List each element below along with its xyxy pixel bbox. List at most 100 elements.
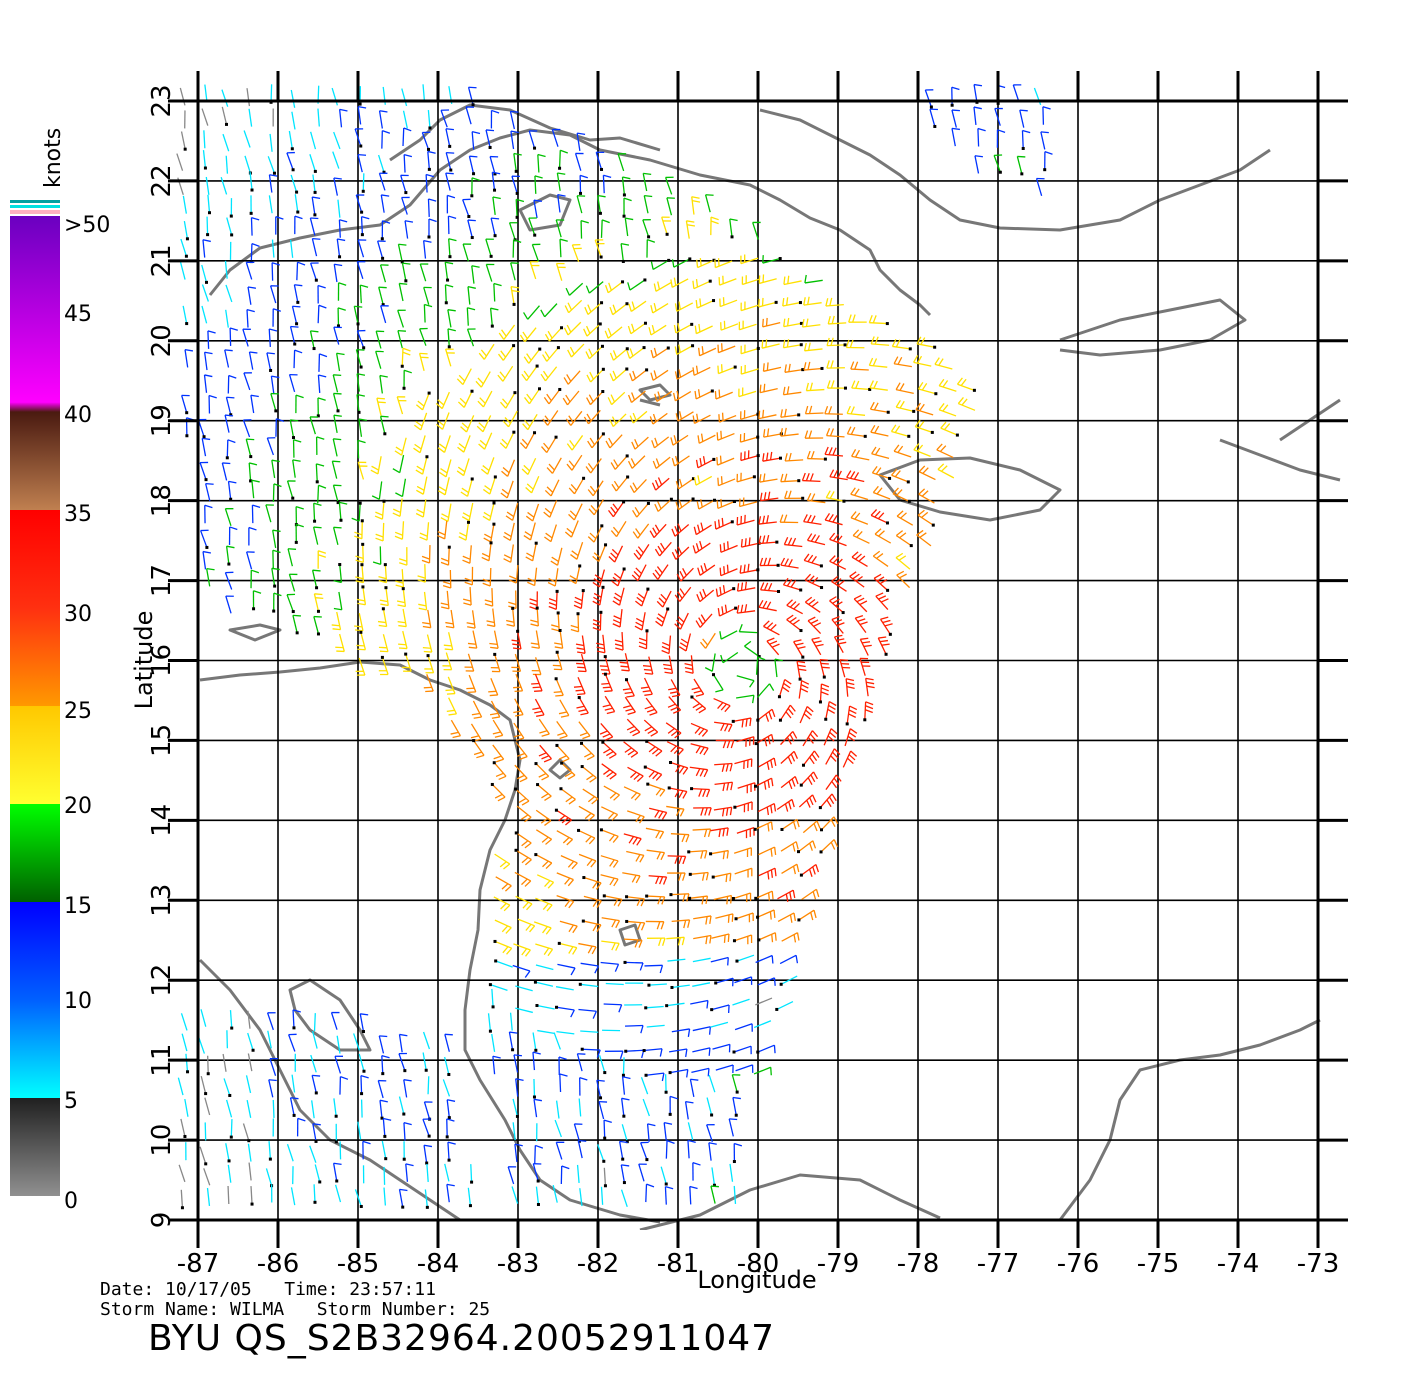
rain-flag xyxy=(424,1068,428,1072)
wind-barb xyxy=(533,980,554,987)
rain-flag xyxy=(313,1200,317,1204)
wind-barb xyxy=(314,1164,322,1184)
wind-barb xyxy=(687,1122,694,1141)
wind-barb xyxy=(425,173,435,193)
wind-barb xyxy=(592,610,603,631)
wind-barb xyxy=(592,543,608,563)
rain-flag xyxy=(733,805,737,809)
wind-barb xyxy=(734,976,753,985)
y-tick-label: 17 xyxy=(147,564,177,597)
rain-flag xyxy=(229,413,233,417)
wind-barb xyxy=(805,382,825,392)
wind-barb xyxy=(332,438,342,457)
wind-barb xyxy=(358,418,367,437)
y-tick-label: 13 xyxy=(147,884,177,917)
wind-barb xyxy=(225,284,233,303)
wind-barb xyxy=(370,456,382,475)
wind-barb xyxy=(801,472,821,483)
rain-flag xyxy=(470,1180,474,1184)
rain-flag xyxy=(470,477,474,481)
wind-barb xyxy=(568,564,582,585)
wind-barb xyxy=(333,177,342,196)
wind-barb xyxy=(467,630,478,649)
wind-barb xyxy=(623,741,639,758)
rain-flag xyxy=(599,1096,603,1100)
wind-barb xyxy=(780,473,801,483)
rain-flag xyxy=(382,499,386,503)
panama-coast xyxy=(639,1173,941,1230)
wind-barb xyxy=(696,498,716,510)
rain-flag xyxy=(556,611,560,615)
wind-barb xyxy=(402,369,412,390)
wind-barb xyxy=(796,660,807,681)
rain-flag xyxy=(313,169,317,173)
rain-flag xyxy=(335,1179,339,1183)
wind-barb xyxy=(668,679,681,698)
wind-barb xyxy=(555,262,566,281)
rain-flag xyxy=(625,367,629,371)
wind-barb xyxy=(357,154,367,173)
rain-flag xyxy=(516,629,520,633)
rain-flag xyxy=(757,655,761,659)
wind-barb xyxy=(268,195,273,214)
wind-barb xyxy=(844,728,858,747)
wind-barb xyxy=(783,317,803,328)
wind-barb xyxy=(248,108,253,127)
wind-barb xyxy=(337,199,341,218)
rain-flag xyxy=(448,255,452,259)
wind-barb xyxy=(205,482,214,502)
wind-barb xyxy=(660,1166,668,1186)
wind-barb xyxy=(929,108,938,128)
wind-barb xyxy=(415,455,429,475)
wind-barb xyxy=(610,454,629,470)
wind-barb xyxy=(996,129,1006,148)
wind-barb xyxy=(317,484,327,504)
rain-flag xyxy=(535,606,539,610)
rain-flag xyxy=(404,652,408,656)
wind-barb xyxy=(618,1140,628,1161)
rain-flag xyxy=(603,1071,607,1075)
wind-barb xyxy=(530,630,541,649)
wind-barb xyxy=(674,344,695,355)
rain-flag xyxy=(183,1134,187,1138)
wind-barb xyxy=(544,524,558,543)
wind-barb xyxy=(437,435,451,453)
wind-barb xyxy=(246,1100,252,1118)
rain-flag xyxy=(511,606,515,610)
rain-flag xyxy=(336,324,340,328)
wind-barb xyxy=(831,615,845,634)
wind-barb xyxy=(490,217,500,238)
wind-barb xyxy=(578,721,591,740)
wind-barb xyxy=(575,635,586,654)
wind-barb xyxy=(695,298,716,309)
wind-barb xyxy=(755,997,773,1006)
wind-barb xyxy=(760,582,781,593)
wind-barb xyxy=(708,1142,717,1161)
rain-flag xyxy=(668,1071,672,1075)
wind-barb xyxy=(360,216,370,237)
wind-barb xyxy=(310,131,317,150)
wind-barb xyxy=(315,463,325,484)
wind-barb xyxy=(291,305,301,326)
wind-barb xyxy=(443,632,454,651)
wind-barb xyxy=(652,456,671,469)
wind-barb xyxy=(734,1023,753,1032)
rain-flag xyxy=(799,588,803,592)
wind-barb xyxy=(600,1186,604,1205)
wind-barb xyxy=(718,412,737,423)
wind-barb xyxy=(355,563,365,584)
wind-barb xyxy=(270,392,279,413)
rain-flag xyxy=(754,896,758,900)
rain-flag xyxy=(714,981,718,985)
wind-barb xyxy=(483,522,496,543)
wind-vectors xyxy=(176,83,1053,1210)
rain-flag xyxy=(272,171,276,175)
wind-barb xyxy=(604,280,625,294)
rain-flag xyxy=(229,214,233,218)
wind-barb xyxy=(377,154,386,174)
wind-barb xyxy=(824,512,843,526)
wind-barb xyxy=(553,677,564,697)
wind-barb xyxy=(601,806,619,821)
rain-flag xyxy=(230,233,234,237)
wind-barb xyxy=(275,216,284,235)
